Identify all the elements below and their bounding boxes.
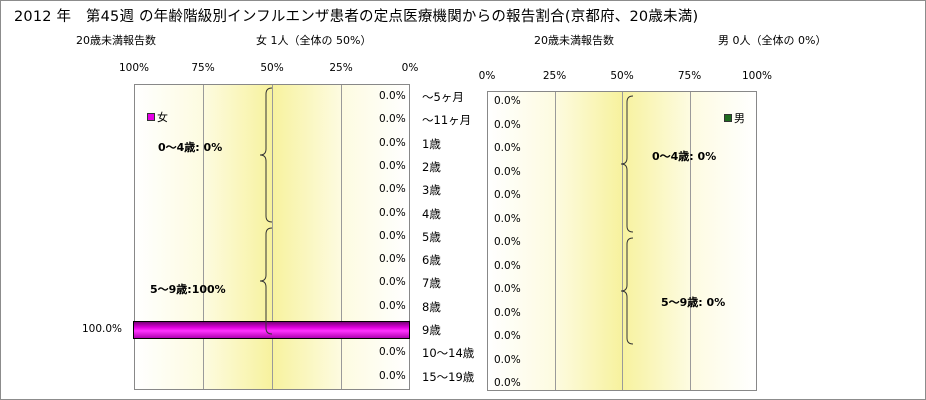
male-group-5-9-label: 5～9歳: 0% — [661, 296, 726, 309]
age-label: ～5ヶ月 — [422, 90, 464, 104]
male-group-0-4-label: 0～4歳: 0% — [652, 150, 717, 163]
female-legend-swatch — [147, 113, 155, 121]
female-count-label: 20歳未満報告数 — [76, 34, 156, 47]
male-x-tick: 50% — [610, 70, 634, 82]
female-x-tick: 50% — [260, 62, 284, 74]
male-x-tick: 25% — [542, 70, 567, 82]
female-brace-0-4 — [259, 87, 273, 223]
male-legend-label: 男 — [734, 112, 745, 125]
male-value-label: 0.0% — [494, 118, 521, 131]
male-gridline — [689, 92, 691, 390]
female-x-tick: 75% — [191, 62, 215, 74]
female-value-label: 0.0% — [379, 253, 406, 266]
male-x-tick: 100% — [741, 70, 773, 82]
female-summary: 女 1人（全体の 50%） — [256, 34, 372, 47]
female-gridline — [203, 85, 204, 389]
age-label: 15～19歳 — [422, 369, 475, 384]
male-brace-0-4 — [620, 95, 634, 233]
chart-title: 2012 年 第45週 の年齢階級別インフルエンザ患者の定点医療機関からの報告割… — [14, 9, 699, 25]
male-x-tick: 0% — [478, 70, 496, 82]
female-legend-label: 女 — [157, 111, 168, 124]
female-plot-area: 女 — [134, 84, 410, 390]
male-value-label: 0.0% — [494, 165, 521, 178]
female-value-label: 0.0% — [379, 90, 406, 102]
male-value-label: 0.0% — [494, 95, 521, 107]
female-group-0-4-label: 0～4歳: 0% — [158, 141, 223, 154]
female-value-label: 0.0% — [379, 229, 406, 242]
male-value-label: 0.0% — [494, 142, 521, 154]
female-x-tick: 100% — [118, 62, 150, 74]
female-value-label: 0.0% — [379, 159, 406, 172]
male-legend-swatch — [724, 114, 732, 122]
male-brace-5-9 — [620, 237, 634, 345]
female-value-label: 0.0% — [379, 206, 406, 219]
male-value-label: 0.0% — [494, 212, 521, 225]
age-label: 5歳 — [422, 229, 441, 244]
female-bar — [133, 321, 410, 339]
male-value-label: 0.0% — [494, 353, 521, 366]
age-label: ～11ヶ月 — [422, 113, 472, 128]
age-label: 6歳 — [422, 253, 441, 268]
female-x-tick: 0% — [401, 62, 419, 74]
female-value-label: 0.0% — [379, 369, 406, 382]
male-value-label: 0.0% — [494, 330, 521, 342]
female-gridline — [341, 85, 342, 389]
age-label: 9歳 — [422, 323, 441, 337]
male-value-label: 0.0% — [494, 306, 521, 319]
male-value-label: 0.0% — [494, 283, 521, 295]
female-value-label: 0.0% — [379, 276, 406, 289]
age-label: 2歳 — [422, 159, 441, 174]
female-x-tick: 25% — [329, 62, 353, 74]
male-value-label: 0.0% — [494, 259, 521, 272]
age-label: 8歳 — [422, 299, 441, 314]
female-legend: 女 — [147, 109, 168, 125]
male-value-label: 0.0% — [494, 236, 521, 248]
age-label: 4歳 — [422, 206, 441, 221]
female-brace-5-9 — [259, 227, 273, 335]
male-count-label: 20歳未満報告数 — [534, 34, 614, 47]
male-gridline — [622, 92, 623, 390]
age-label: 10～14歳 — [422, 346, 475, 361]
female-value-label: 0.0% — [379, 136, 406, 149]
male-plot-area: 男 — [487, 91, 757, 391]
male-legend: 男 — [724, 110, 745, 126]
age-label: 3歳 — [422, 183, 441, 198]
female-value-label: 0.0% — [379, 299, 406, 312]
male-x-tick: 75% — [677, 70, 702, 82]
male-gridline — [554, 92, 556, 390]
male-summary: 男 0人（全体の 0%） — [718, 34, 827, 47]
female-value-label: 100.0% — [82, 323, 123, 335]
female-value-label: 0.0% — [379, 183, 406, 196]
age-label: 7歳 — [422, 276, 441, 291]
male-value-label: 0.0% — [494, 189, 521, 201]
age-label: 1歳 — [422, 136, 441, 151]
male-value-label: 0.0% — [494, 377, 521, 389]
female-group-5-9-label: 5～9歳:100% — [150, 283, 226, 296]
female-gridline — [272, 85, 273, 389]
female-value-label: 0.0% — [379, 346, 406, 359]
female-value-label: 0.0% — [379, 113, 406, 126]
